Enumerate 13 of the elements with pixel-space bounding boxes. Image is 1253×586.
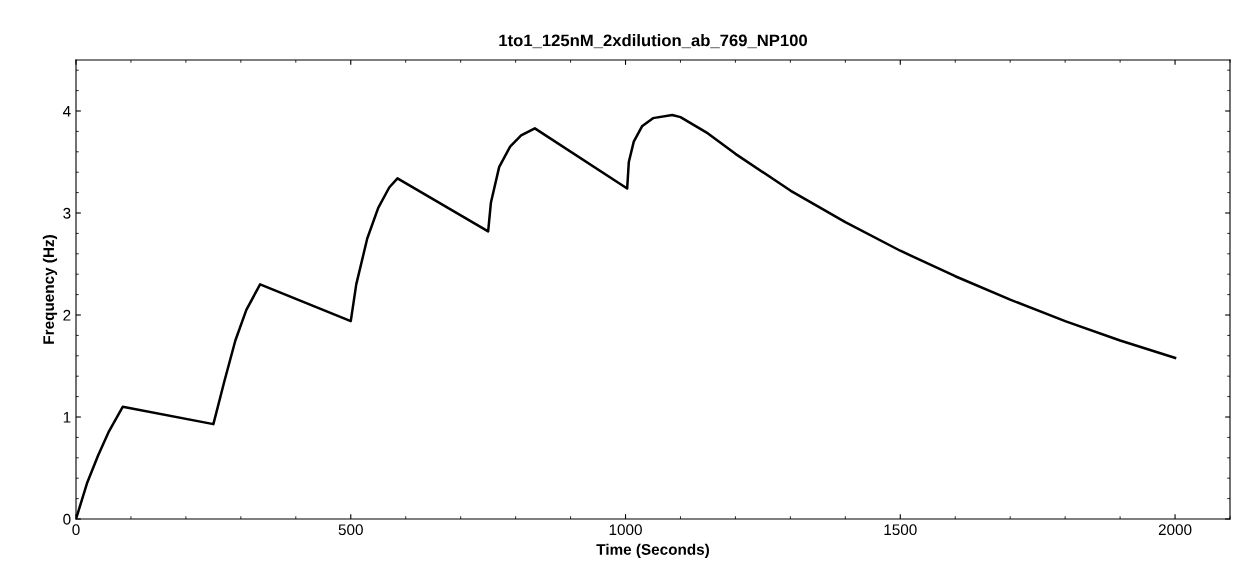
- x-tick-label: 1000: [609, 524, 642, 536]
- x-tick-label: 1500: [884, 524, 917, 536]
- x-axis-title: Time (Seconds): [596, 543, 709, 558]
- y-tick-label: 1: [63, 412, 71, 423]
- x-tick-label: 500: [338, 524, 363, 536]
- x-tick-label: 0: [72, 524, 80, 536]
- y-tick-label: 3: [63, 207, 71, 219]
- y-axis-title: Frequency (Hz): [42, 235, 58, 344]
- y-tick-label: 4: [62, 106, 71, 117]
- x-tick-label: 2000: [1158, 524, 1192, 536]
- y-tick-label: 2: [63, 309, 71, 321]
- chart-title: 1to1_125nM_2xdilution_ab_769_NP100: [499, 34, 808, 49]
- y-tick-label: 0: [63, 513, 71, 525]
